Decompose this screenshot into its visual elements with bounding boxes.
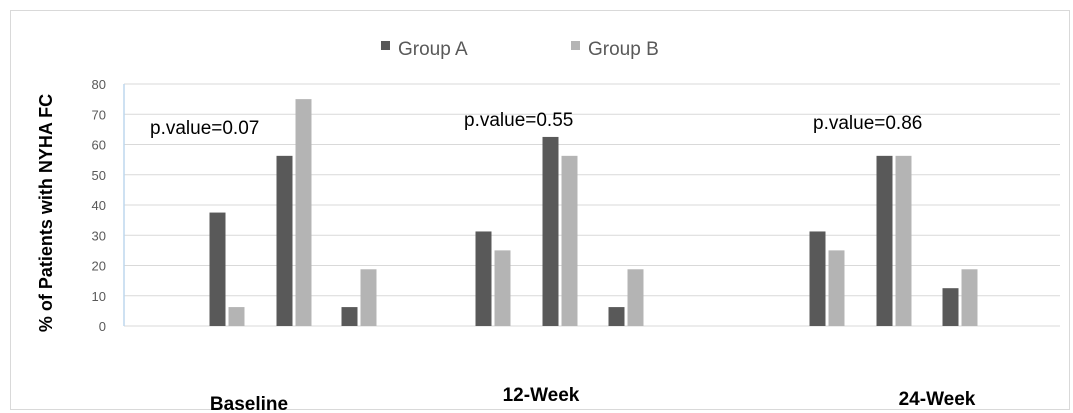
bar-group-b [561,155,578,326]
legend-swatch-group-a [381,41,390,50]
p-value-label: p.value=0.07 [150,118,259,139]
y-axis: 0 10 20 30 40 50 60 70 80 [92,77,125,334]
y-tick-label: 70 [92,107,106,122]
legend-swatch-group-b [571,41,580,50]
y-tick-label: 60 [92,138,106,153]
bar-group-a [876,155,893,326]
y-tick-label: 40 [92,198,106,213]
y-tick-label: 20 [92,259,106,274]
bar-group-b [360,269,377,326]
y-tick-label: 80 [92,77,106,92]
bar-group-a [542,136,559,326]
bar-group-a [276,155,293,326]
y-tick-label: 0 [99,319,106,334]
p-value-label: p.value=0.55 [464,110,573,131]
bar-group-b [494,250,511,326]
y-axis-title: % of Patients with NYHA FC [36,94,56,332]
x-category-label: Baseline [210,394,288,413]
bar-group-b [627,269,644,326]
bar-group-a [608,307,625,326]
bar-group-a [341,307,358,326]
legend: Group A Group B [381,39,659,60]
legend-label-group-a: Group A [398,39,468,60]
bar-group-a [209,212,226,326]
bar-group-b [228,307,245,326]
bar-group-b [828,250,845,326]
legend-label-group-b: Group B [588,39,659,60]
bar-group-a [475,231,492,326]
chart-frame [10,10,1070,410]
p-value-label: p.value=0.86 [813,113,922,134]
bar-group-b [295,99,312,326]
bar-group-b [961,269,978,326]
bars [209,99,978,326]
p-value-annotations: p.value=0.07 p.value=0.55 p.value=0.86 [150,110,922,139]
bar-group-a [942,288,959,326]
bar-group-b [895,155,912,326]
bar-group-a [809,231,826,326]
y-tick-label: 50 [92,168,106,183]
x-axis-category-labels: Baseline 12-Week 24-Week [210,385,976,413]
x-category-label: 12-Week [503,385,580,406]
y-tick-label: 10 [92,289,106,304]
y-tick-label: 30 [92,228,106,243]
x-category-label: 24-Week [899,389,976,410]
